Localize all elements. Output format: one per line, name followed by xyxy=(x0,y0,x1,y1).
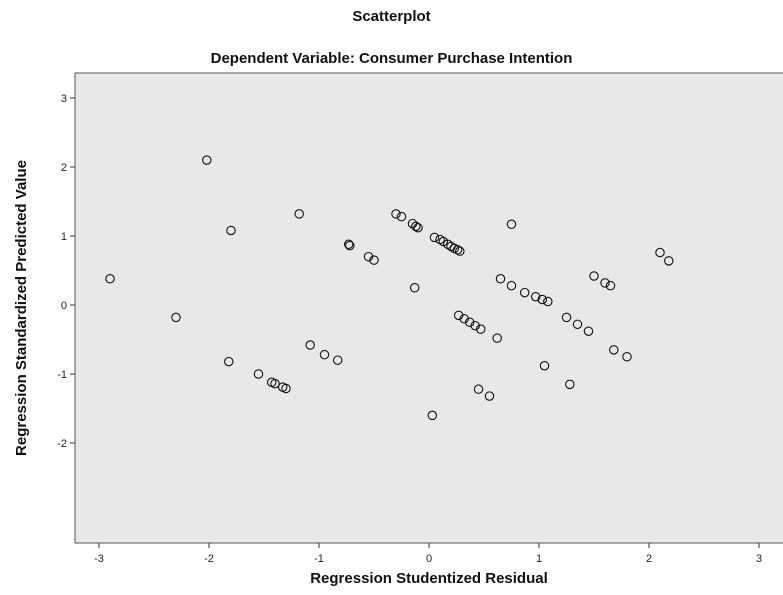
x-tick-label: 2 xyxy=(646,553,652,565)
x-tick-label: 1 xyxy=(536,553,542,565)
plot-area xyxy=(75,73,783,543)
y-tick-label: 1 xyxy=(61,231,67,243)
y-tick-label: 0 xyxy=(61,300,67,312)
x-axis-label: Regression Studentized Residual xyxy=(310,570,548,587)
x-tick-label: -1 xyxy=(314,553,324,565)
y-tick-label: 2 xyxy=(61,162,67,174)
y-axis-ticks: -2 -1 0 1 2 3 xyxy=(57,93,75,450)
x-axis-ticks: -3 -2 -1 0 1 2 3 xyxy=(94,543,762,565)
x-tick-label: -3 xyxy=(94,553,104,565)
x-tick-label: 3 xyxy=(756,553,762,565)
x-tick-label: 0 xyxy=(426,553,432,565)
y-tick-label: -1 xyxy=(57,369,67,381)
y-axis-label: Regression Standardized Predicted Value xyxy=(13,160,30,456)
x-tick-label: -2 xyxy=(204,553,214,565)
y-tick-label: 3 xyxy=(61,93,67,105)
y-tick-label: -2 xyxy=(57,438,67,450)
